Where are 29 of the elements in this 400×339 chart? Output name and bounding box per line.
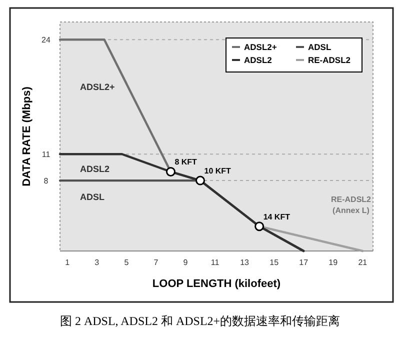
- legend-label: RE-ADSL2: [308, 55, 351, 65]
- y-axis-title: DATA RATE (Mbps): [21, 86, 33, 186]
- x-tick-label: 5: [124, 258, 130, 267]
- annotation: 14 KFT: [263, 212, 290, 222]
- y-tick-label: 11: [42, 150, 51, 160]
- x-tick-label: 9: [183, 258, 188, 267]
- y-tick-label: 24: [42, 36, 51, 45]
- annotation: 10 KFT: [204, 166, 232, 176]
- annotation: ADSL2: [80, 164, 110, 174]
- line-series: [58, 153, 305, 252]
- y-tick-label: 8: [44, 176, 49, 186]
- x-tick-label: 7: [154, 258, 159, 267]
- legend-label: ADSL2+: [244, 42, 277, 52]
- x-tick-label: 17: [299, 258, 309, 267]
- legend-label: ADSL2: [244, 55, 272, 65]
- annotation: RE-ADSL2 (Annex L): [330, 195, 372, 215]
- annotation: ADSL: [80, 192, 105, 202]
- x-tick-label: 3: [94, 258, 100, 267]
- annotation: 8 KFT: [174, 158, 198, 167]
- x-tick-label: 13: [240, 258, 250, 267]
- annotation: ADSL2+: [80, 82, 115, 92]
- x-tick-label: 21: [358, 258, 368, 267]
- x-tick-label: 19: [328, 258, 338, 267]
- caption: 图 2 ADSL, ADSL2 和 ADSL2+的数据速率和传输距离: [60, 314, 340, 328]
- x-tick-label: 1: [65, 258, 70, 267]
- legend-label: ADSL: [308, 42, 332, 52]
- x-axis-title: LOOP LENGTH (kilofeet): [152, 278, 281, 290]
- x-tick-label: 15: [270, 258, 280, 267]
- x-tick-label: 11: [210, 258, 220, 267]
